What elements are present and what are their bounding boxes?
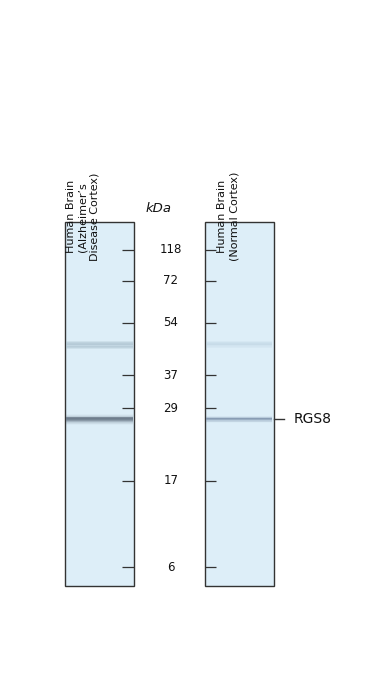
Bar: [206, 420, 272, 421]
Bar: [66, 415, 133, 416]
Text: Human Brain
(Normal Cortex): Human Brain (Normal Cortex): [218, 172, 239, 262]
Bar: [206, 419, 272, 420]
Bar: [66, 342, 133, 344]
Bar: [206, 347, 272, 349]
Bar: [206, 416, 272, 417]
Bar: [206, 420, 272, 421]
Text: Human Brain
(Alzheimer’s
Disease Cortex): Human Brain (Alzheimer’s Disease Cortex): [66, 173, 100, 261]
Bar: [66, 420, 133, 421]
Bar: [206, 422, 272, 423]
Text: RGS8: RGS8: [294, 412, 332, 425]
Text: 72: 72: [163, 274, 178, 287]
Bar: [206, 418, 272, 419]
Bar: [206, 342, 272, 344]
Bar: [66, 422, 133, 423]
Bar: [66, 345, 133, 347]
Bar: [206, 417, 272, 418]
Text: 37: 37: [163, 369, 178, 382]
Bar: [66, 416, 133, 418]
Bar: [206, 341, 272, 343]
Bar: [66, 347, 133, 349]
Bar: [206, 421, 272, 422]
Text: 6: 6: [167, 561, 174, 574]
Bar: [206, 345, 272, 347]
Bar: [66, 414, 133, 415]
Text: 54: 54: [163, 316, 178, 329]
Bar: [66, 423, 133, 424]
Bar: [66, 346, 133, 348]
Bar: [66, 343, 133, 345]
Bar: [66, 340, 133, 343]
Bar: [206, 416, 272, 417]
Text: 118: 118: [160, 243, 182, 256]
Bar: [205, 222, 274, 586]
Bar: [206, 343, 272, 345]
Bar: [66, 419, 133, 421]
Bar: [66, 423, 133, 425]
Text: kDa: kDa: [146, 202, 172, 215]
Bar: [66, 416, 133, 417]
Bar: [66, 421, 133, 422]
Bar: [65, 222, 134, 586]
Bar: [206, 345, 272, 347]
Text: 17: 17: [163, 475, 178, 488]
Bar: [66, 417, 133, 419]
Text: 29: 29: [163, 401, 178, 414]
